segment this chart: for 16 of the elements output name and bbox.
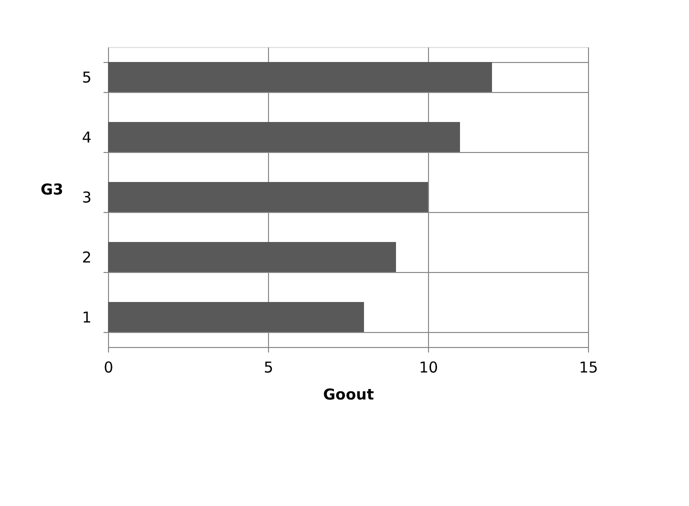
x-tick-label: 10 bbox=[418, 358, 438, 376]
x-tick-label: 5 bbox=[264, 358, 274, 376]
x-axis-title: Goout bbox=[323, 386, 374, 404]
bar bbox=[108, 242, 396, 272]
y-tick-label: 1 bbox=[82, 308, 92, 326]
y-tick-label: 2 bbox=[82, 248, 92, 266]
bar bbox=[108, 122, 460, 152]
y-axis-title: G3 bbox=[40, 180, 64, 198]
bar bbox=[108, 302, 364, 332]
y-tick-label: 5 bbox=[82, 68, 92, 86]
y-tick-label: 4 bbox=[82, 128, 92, 146]
bar bbox=[108, 62, 492, 92]
x-tick-label: 0 bbox=[104, 358, 114, 376]
bar bbox=[108, 182, 428, 212]
x-tick-label: 15 bbox=[578, 358, 598, 376]
y-tick-label: 3 bbox=[82, 188, 92, 206]
